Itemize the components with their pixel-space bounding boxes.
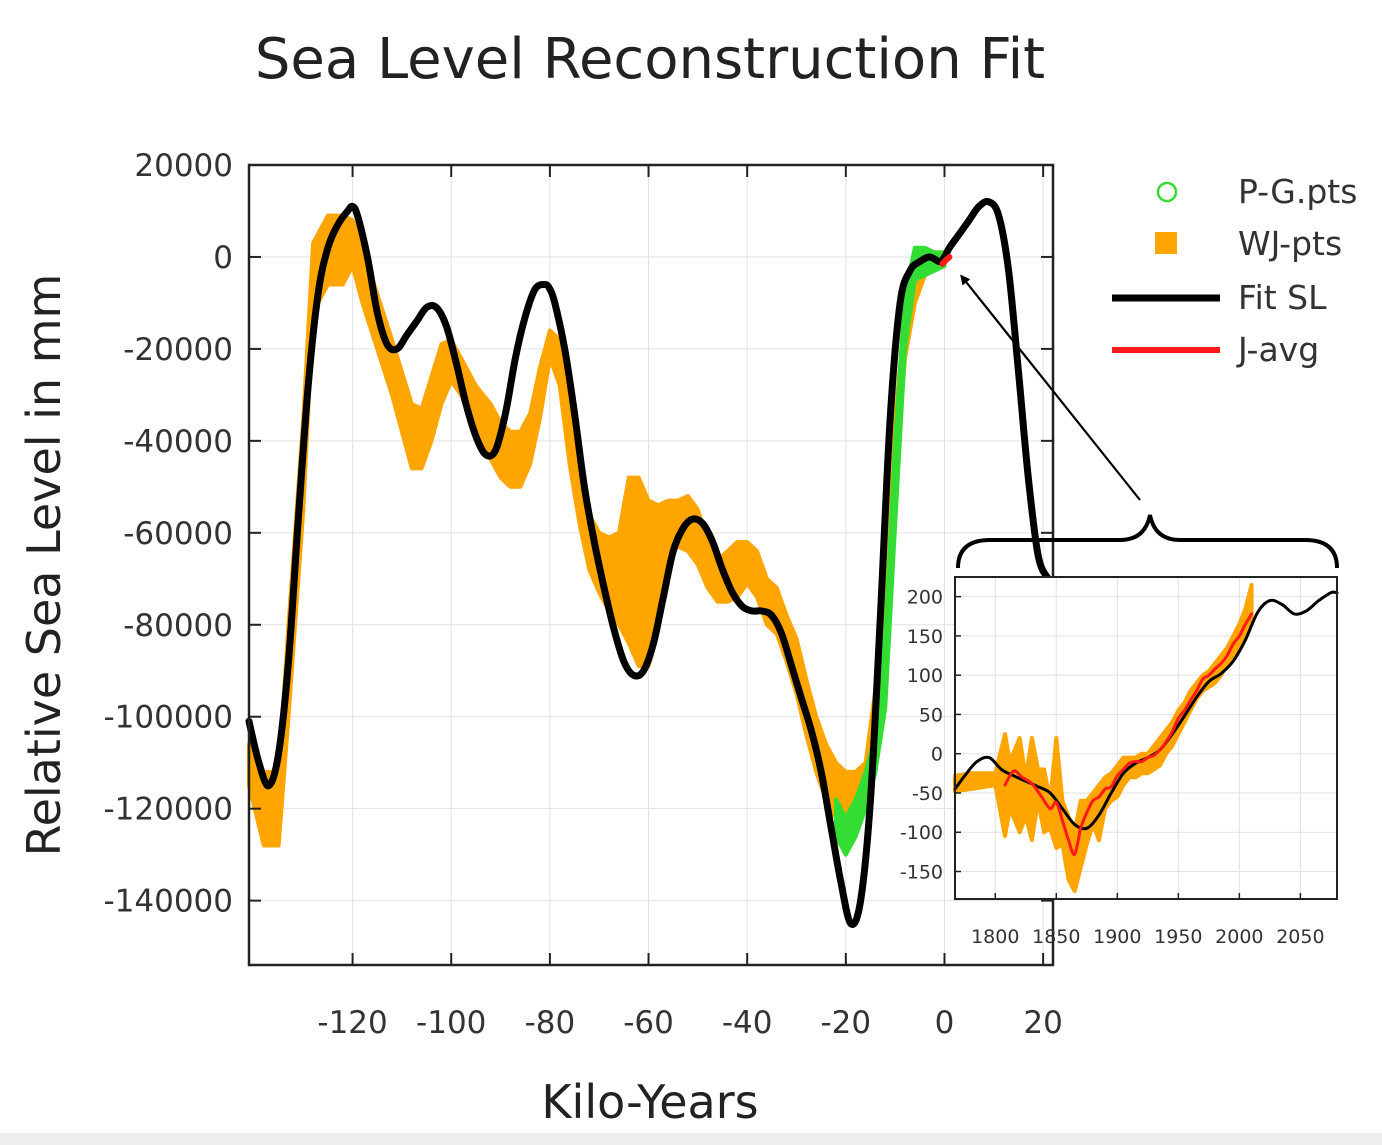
x-tick-label: -100 bbox=[416, 1005, 486, 1041]
y-tick-label: 0 bbox=[213, 240, 233, 276]
inset-series-j-avg bbox=[1003, 612, 1254, 856]
main-axes: -120 -100 -80 -60 -40 -20 0 20 20000 0 -20000 -4000… bbox=[103, 148, 1062, 1041]
inset-x-tick-label: 1850 bbox=[1032, 926, 1080, 948]
inset-y-tick-label: -50 bbox=[912, 783, 943, 805]
legend-label-javg: J-avg bbox=[1236, 330, 1319, 369]
inset-x-tick-label: 1900 bbox=[1093, 926, 1141, 948]
y-tick-label: -20000 bbox=[123, 332, 233, 368]
y-tick-label: -60000 bbox=[123, 516, 233, 552]
x-axis-label: Kilo-Years bbox=[541, 1075, 758, 1129]
x-tick-label: 20 bbox=[1023, 1005, 1062, 1041]
inset-x-tick-label: 2050 bbox=[1276, 926, 1324, 948]
inset-y-tick-label: 100 bbox=[907, 665, 943, 687]
x-tick-label: -80 bbox=[525, 1005, 576, 1041]
x-tick-label: -40 bbox=[722, 1005, 773, 1041]
inset-y-tick-label: 150 bbox=[907, 626, 943, 648]
inset-plot-area bbox=[953, 582, 1339, 894]
inset-y-tick-label: -100 bbox=[900, 822, 943, 844]
legend-marker-wj bbox=[1155, 232, 1177, 254]
inset-x-tick-label: 1950 bbox=[1154, 926, 1202, 948]
legend-label-pg: P-G.pts bbox=[1238, 172, 1357, 211]
y-tick-label: 20000 bbox=[134, 148, 233, 184]
y-axis-label: Relative Sea Level in mm bbox=[17, 274, 71, 857]
inset-frame bbox=[954, 576, 1338, 900]
inset-x-tick-label: 2000 bbox=[1215, 926, 1263, 948]
y-tick-label: -40000 bbox=[123, 424, 233, 460]
y-tick-label: -80000 bbox=[123, 608, 233, 644]
inset-background bbox=[955, 577, 1337, 899]
inset-y-tick-label: 50 bbox=[919, 704, 943, 726]
legend-label-fit: Fit SL bbox=[1238, 278, 1327, 317]
bottom-divider bbox=[0, 1133, 1382, 1145]
series-fit-sl bbox=[245, 197, 1052, 928]
inset-y-tick-label: 200 bbox=[907, 587, 943, 609]
series-pg-pts bbox=[834, 245, 947, 857]
y-tick-label: -120000 bbox=[103, 792, 233, 828]
legend-label-wj: WJ-pts bbox=[1238, 224, 1342, 263]
inset-chart: 1800 1850 1900 1950 2000 2050 200 150 100 50 0 -50 -… bbox=[900, 576, 1339, 948]
inset-y-tick-label: -150 bbox=[900, 862, 943, 884]
y-tick-label: -100000 bbox=[103, 700, 233, 736]
legend-marker-pg bbox=[1156, 181, 1178, 203]
inset-y-tick-label: 0 bbox=[931, 744, 943, 766]
x-tick-label: -20 bbox=[821, 1005, 872, 1041]
inset-x-tick-label: 1800 bbox=[971, 926, 1019, 948]
inset-axes: 1800 1850 1900 1950 2000 2050 200 150 100 50 0 -50 -… bbox=[900, 576, 1338, 948]
series-j-avg bbox=[939, 254, 953, 267]
y-tick-label: -140000 bbox=[103, 884, 233, 920]
x-tick-label: 0 bbox=[935, 1005, 955, 1041]
series-wj-pts bbox=[247, 213, 947, 848]
main-frame bbox=[247, 163, 1055, 967]
x-tick-label: -60 bbox=[623, 1005, 674, 1041]
inset-brace bbox=[956, 514, 1339, 569]
main-plot-area bbox=[245, 197, 1052, 928]
x-tick-label: -120 bbox=[317, 1005, 387, 1041]
legend: P-G.pts WJ-pts Fit SL J-avg bbox=[1112, 172, 1357, 369]
zoom-arrow bbox=[960, 274, 1141, 501]
chart-title: Sea Level Reconstruction Fit bbox=[255, 27, 1045, 92]
